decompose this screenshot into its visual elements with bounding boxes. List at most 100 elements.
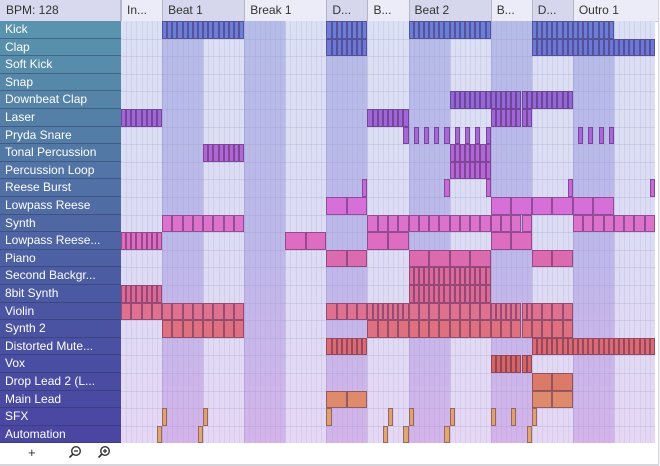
- pattern-clip[interactable]: [434, 126, 440, 145]
- pattern-clip[interactable]: [608, 337, 614, 356]
- pattern-clip[interactable]: [423, 126, 430, 145]
- pattern-clip[interactable]: [649, 337, 655, 356]
- pattern-clip[interactable]: [305, 232, 327, 250]
- track-label[interactable]: Synth 2: [0, 320, 121, 338]
- pattern-clip[interactable]: [162, 214, 173, 233]
- pattern-clip[interactable]: [239, 144, 245, 162]
- pattern-clip[interactable]: [429, 302, 440, 321]
- pattern-clip[interactable]: [521, 109, 527, 127]
- track-label[interactable]: Reese Burst: [0, 179, 121, 197]
- pattern-clip[interactable]: [182, 302, 193, 321]
- pattern-clip[interactable]: [536, 38, 543, 57]
- pattern-clip[interactable]: [434, 285, 440, 303]
- pattern-clip[interactable]: [454, 267, 460, 285]
- pattern-clip[interactable]: [511, 232, 532, 250]
- pattern-clip[interactable]: [377, 214, 388, 233]
- pattern-clip[interactable]: [470, 302, 481, 321]
- section-header[interactable]: In...: [121, 0, 162, 21]
- pattern-clip[interactable]: [542, 21, 548, 39]
- pattern-clip[interactable]: [459, 285, 465, 303]
- track-label[interactable]: Synth: [0, 214, 121, 233]
- pattern-clip[interactable]: [480, 320, 491, 338]
- pattern-clip[interactable]: [547, 38, 553, 57]
- pattern-clip[interactable]: [192, 214, 204, 233]
- pattern-clip[interactable]: [429, 214, 440, 233]
- pattern-clip[interactable]: [454, 285, 460, 303]
- pattern-clip[interactable]: [552, 320, 563, 338]
- pattern-clip[interactable]: [213, 320, 224, 338]
- pattern-clip[interactable]: [408, 21, 414, 39]
- pattern-clip[interactable]: [233, 144, 240, 162]
- pattern-clip[interactable]: [577, 337, 584, 356]
- pattern-clip[interactable]: [552, 91, 558, 109]
- pattern-clip[interactable]: [156, 109, 163, 127]
- pattern-clip[interactable]: [192, 21, 198, 39]
- pattern-clip[interactable]: [588, 38, 594, 57]
- pattern-grid[interactable]: [121, 21, 655, 443]
- pattern-clip[interactable]: [449, 144, 455, 162]
- pattern-clip[interactable]: [326, 408, 332, 426]
- pattern-clip[interactable]: [326, 337, 332, 356]
- pattern-clip[interactable]: [542, 337, 548, 356]
- pattern-clip[interactable]: [203, 21, 209, 39]
- pattern-clip[interactable]: [388, 109, 394, 127]
- pattern-clip[interactable]: [531, 373, 553, 391]
- pattern-clip[interactable]: [542, 91, 548, 109]
- pattern-clip[interactable]: [388, 302, 394, 321]
- pattern-clip[interactable]: [362, 38, 368, 57]
- pattern-clip[interactable]: [475, 144, 481, 162]
- pattern-clip[interactable]: [500, 355, 507, 373]
- pattern-clip[interactable]: [413, 21, 419, 39]
- pattern-clip[interactable]: [588, 126, 594, 145]
- section-header[interactable]: Beat 2: [408, 0, 491, 21]
- pattern-clip[interactable]: [593, 21, 599, 39]
- track-label[interactable]: SFX: [0, 408, 121, 426]
- pattern-clip[interactable]: [346, 302, 358, 321]
- pattern-clip[interactable]: [393, 109, 399, 127]
- bpm-display[interactable]: BPM: 128: [0, 0, 121, 21]
- pattern-clip[interactable]: [182, 21, 188, 39]
- zoom-in-button[interactable]: [97, 445, 111, 463]
- section-header[interactable]: Outro 1: [572, 0, 655, 21]
- pattern-clip[interactable]: [408, 267, 414, 285]
- pattern-clip[interactable]: [562, 21, 568, 39]
- pattern-clip[interactable]: [531, 21, 537, 39]
- pattern-clip[interactable]: [203, 320, 214, 338]
- pattern-clip[interactable]: [490, 109, 496, 127]
- pattern-clip[interactable]: [603, 214, 614, 233]
- pattern-clip[interactable]: [151, 285, 157, 303]
- pattern-clip[interactable]: [526, 355, 532, 373]
- pattern-clip[interactable]: [418, 302, 430, 321]
- pattern-clip[interactable]: [552, 38, 558, 57]
- pattern-clip[interactable]: [562, 337, 568, 356]
- pattern-clip[interactable]: [557, 21, 563, 39]
- section-header[interactable]: Break 1: [244, 0, 326, 21]
- pattern-clip[interactable]: [552, 337, 558, 356]
- pattern-clip[interactable]: [459, 267, 465, 285]
- pattern-clip[interactable]: [577, 21, 584, 39]
- pattern-clip[interactable]: [465, 126, 471, 145]
- pattern-clip[interactable]: [542, 38, 548, 57]
- pattern-clip[interactable]: [475, 21, 481, 39]
- pattern-clip[interactable]: [233, 214, 245, 233]
- pattern-clip[interactable]: [172, 214, 183, 233]
- pattern-clip[interactable]: [572, 214, 584, 233]
- pattern-clip[interactable]: [136, 285, 142, 303]
- pattern-clip[interactable]: [141, 285, 147, 303]
- pattern-clip[interactable]: [465, 161, 471, 180]
- pattern-clip[interactable]: [172, 320, 183, 338]
- pattern-clip[interactable]: [552, 390, 573, 409]
- pattern-clip[interactable]: [521, 320, 532, 338]
- track-label[interactable]: Pryda Snare: [0, 126, 121, 145]
- pattern-clip[interactable]: [429, 285, 435, 303]
- pattern-clip[interactable]: [531, 337, 537, 356]
- pattern-clip[interactable]: [572, 337, 578, 356]
- pattern-clip[interactable]: [511, 91, 517, 109]
- pattern-clip[interactable]: [233, 302, 245, 321]
- pattern-clip[interactable]: [531, 320, 543, 338]
- pattern-clip[interactable]: [382, 302, 388, 321]
- pattern-clip[interactable]: [346, 390, 368, 409]
- pattern-clip[interactable]: [552, 249, 573, 268]
- pattern-clip[interactable]: [583, 21, 589, 39]
- pattern-clip[interactable]: [449, 285, 455, 303]
